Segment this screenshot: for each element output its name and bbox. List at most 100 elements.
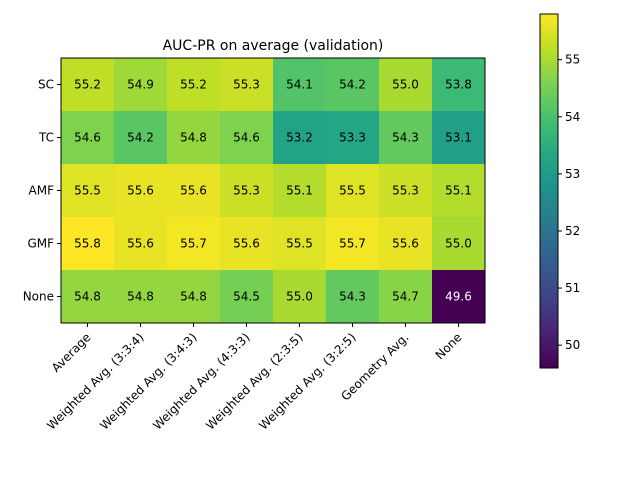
heatmap-cell <box>114 58 168 112</box>
cell-value-label: 55.8 <box>74 237 101 251</box>
x-tick-label: Weighted Avg. (3:4:3) <box>97 330 199 432</box>
cell-value-label: 54.8 <box>127 290 154 304</box>
heatmap-cell <box>61 270 115 324</box>
heatmap-cell <box>379 217 433 271</box>
cell-value-label: 54.5 <box>233 290 260 304</box>
heatmap-cell <box>114 217 168 271</box>
cell-value-label: 53.2 <box>286 131 313 145</box>
cell-value-label: 55.6 <box>233 237 260 251</box>
cell-value-label: 54.6 <box>233 131 260 145</box>
cell-value-label: 55.6 <box>180 184 207 198</box>
heatmap-cell <box>273 58 327 112</box>
heatmap-cell <box>61 111 115 165</box>
heatmap-cell <box>432 111 486 165</box>
cell-value-label: 54.6 <box>74 131 101 145</box>
cell-value-label: 55.5 <box>339 184 366 198</box>
heatmap-cell <box>326 270 380 324</box>
heatmap-cell <box>167 58 221 112</box>
heatmap-cell <box>379 164 433 218</box>
x-tick-label: Weighted Avg. (4:3:3) <box>150 330 252 432</box>
colorbar-tick-label: 55 <box>565 53 580 67</box>
x-tick-label: None <box>433 330 465 362</box>
cell-value-label: 53.8 <box>445 78 472 92</box>
cell-value-label: 54.2 <box>339 78 366 92</box>
cell-value-label: 55.3 <box>233 78 260 92</box>
cell-value-label: 55.0 <box>392 78 419 92</box>
cell-value-label: 54.8 <box>180 290 207 304</box>
heatmap-cell <box>220 111 274 165</box>
x-tick-label: Weighted Avg. (2:3:5) <box>203 330 305 432</box>
cell-value-label: 54.8 <box>74 290 101 304</box>
cell-value-label: 55.6 <box>127 237 154 251</box>
colorbar-tick-label: 54 <box>565 110 580 124</box>
cell-value-label: 54.7 <box>392 290 419 304</box>
heatmap-cell <box>432 270 486 324</box>
heatmap-cell <box>114 270 168 324</box>
heatmap-cell <box>167 164 221 218</box>
heatmap-cell <box>61 217 115 271</box>
cell-value-label: 54.3 <box>392 131 419 145</box>
chart-title: AUC-PR on average (validation) <box>163 38 384 54</box>
cell-value-label: 54.3 <box>339 290 366 304</box>
cell-value-label: 55.6 <box>127 184 154 198</box>
heatmap-cell <box>432 58 486 112</box>
heatmap-cell <box>61 58 115 112</box>
heatmap-cell <box>379 58 433 112</box>
cell-value-label: 55.0 <box>286 290 313 304</box>
y-tick-label: AMF <box>29 184 55 198</box>
heatmap-cell <box>114 164 168 218</box>
heatmap-cell <box>273 217 327 271</box>
y-tick-label: None <box>23 290 54 304</box>
cell-value-label: 55.2 <box>180 78 207 92</box>
cell-value-label: 55.1 <box>286 184 313 198</box>
x-tick-label: Average <box>49 330 94 375</box>
cell-value-label: 53.3 <box>339 131 366 145</box>
cell-value-label: 55.7 <box>339 237 366 251</box>
heatmap-cell <box>273 164 327 218</box>
heatmap-cell <box>326 111 380 165</box>
heatmap-cell <box>379 111 433 165</box>
heatmap-cell <box>379 270 433 324</box>
heatmap-cells <box>61 58 486 324</box>
colorbar-tick-label: 53 <box>565 167 580 181</box>
cell-value-label: 55.6 <box>392 237 419 251</box>
cell-value-label: 49.6 <box>445 290 472 304</box>
cell-value-label: 55.3 <box>233 184 260 198</box>
heatmap-cell <box>326 58 380 112</box>
colorbar-tick-label: 51 <box>565 281 580 295</box>
cell-value-label: 54.1 <box>286 78 313 92</box>
cell-value-label: 55.1 <box>445 184 472 198</box>
heatmap-cell <box>220 58 274 112</box>
heatmap-cell <box>220 164 274 218</box>
cell-value-label: 55.5 <box>286 237 313 251</box>
heatmap-cell <box>432 217 486 271</box>
cell-value-label: 55.2 <box>74 78 101 92</box>
colorbar-scale <box>539 13 559 369</box>
y-tick-label: SC <box>38 78 54 92</box>
y-tick-label: GMF <box>27 237 54 251</box>
heatmap-cell <box>114 111 168 165</box>
y-tick-label: TC <box>38 131 54 145</box>
cell-value-label: 55.7 <box>180 237 207 251</box>
heatmap-cell <box>273 270 327 324</box>
cell-value-label: 54.8 <box>180 131 207 145</box>
heatmap-cell <box>167 111 221 165</box>
cell-value-label: 55.5 <box>74 184 101 198</box>
heatmap-cell-labels: 55.2 54.9 55.2 55.3 54.1 54.2 55.0 53.8 54.6 54.2… <box>74 78 472 304</box>
heatmap-cell <box>273 111 327 165</box>
heatmap-cell <box>326 217 380 271</box>
heatmap-cell <box>167 270 221 324</box>
colorbar-tick-label: 52 <box>565 224 580 238</box>
y-axis: SC TC AMF GMF None <box>23 78 61 304</box>
cell-value-label: 53.1 <box>445 131 472 145</box>
cell-value-label: 54.2 <box>127 131 154 145</box>
heatmap-cell <box>61 164 115 218</box>
colorbar: 50 51 52 53 54 55 <box>539 13 580 369</box>
colorbar-tick-label: 50 <box>565 338 580 352</box>
cell-value-label: 55.0 <box>445 237 472 251</box>
heatmap-cell <box>220 270 274 324</box>
x-tick-label: Weighted Avg. (3:3:4) <box>44 330 146 432</box>
cell-value-label: 54.9 <box>127 78 154 92</box>
